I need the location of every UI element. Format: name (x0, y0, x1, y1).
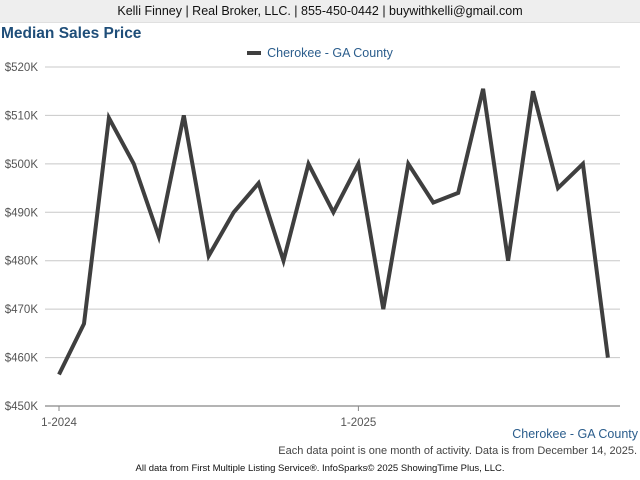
y-tick-label: $470K (5, 304, 39, 316)
contact-banner: Kelli Finney | Real Broker, LLC. | 855-4… (0, 0, 640, 23)
data-point[interactable] (229, 207, 239, 217)
y-tick-label: $450K (5, 401, 39, 413)
data-point[interactable] (204, 251, 214, 261)
y-tick-label: $520K (5, 62, 39, 74)
legend-series-label: Cherokee - GA County (267, 46, 393, 60)
y-tick-label: $490K (5, 207, 39, 219)
y-tick-label: $510K (5, 110, 39, 122)
legend-line-swatch (247, 51, 262, 55)
y-axis-ticks: $450K $460K $470K $480K $490K $500K $510K $520K (5, 62, 39, 413)
y-tick-label: $460K (5, 353, 39, 365)
data-point[interactable] (54, 370, 64, 380)
x-axis-ticks: 1-2024 1-2025 (41, 406, 376, 429)
data-point[interactable] (428, 198, 438, 208)
data-point[interactable] (129, 159, 139, 169)
contact-line: Kelli Finney | Real Broker, LLC. | 855-4… (117, 4, 523, 18)
x-tick-label: 1-2024 (41, 417, 77, 429)
data-point[interactable] (279, 256, 289, 266)
data-point[interactable] (503, 256, 513, 266)
data-point[interactable] (403, 159, 413, 169)
data-point[interactable] (478, 84, 488, 94)
data-point[interactable] (154, 232, 164, 242)
data-point[interactable] (378, 304, 388, 314)
data-point[interactable] (603, 353, 613, 363)
grid-lines (45, 66, 620, 407)
data-point[interactable] (353, 159, 363, 169)
data-point[interactable] (528, 86, 538, 96)
chart-legend[interactable]: Cherokee - GA County (0, 44, 640, 62)
data-point[interactable] (79, 319, 89, 329)
data-point[interactable] (254, 178, 264, 188)
data-point[interactable] (179, 110, 189, 120)
line-chart: $450K $460K $470K $480K $490K $500K $510K $520K… (5, 62, 620, 429)
data-point[interactable] (553, 183, 563, 193)
footer-credit: All data from First Multiple Listing Ser… (135, 463, 505, 474)
data-point[interactable] (578, 159, 588, 169)
data-point[interactable] (304, 159, 314, 169)
data-point[interactable] (104, 113, 114, 123)
region-label[interactable]: Cherokee - GA County (512, 427, 638, 441)
y-tick-label: $500K (5, 159, 39, 171)
data-point[interactable] (328, 207, 338, 217)
x-tick-label: 1-2025 (340, 417, 376, 429)
series-line (57, 88, 610, 376)
data-note: Each data point is one month of activity… (278, 445, 637, 457)
y-tick-label: $480K (5, 256, 39, 268)
chart-title: Median Sales Price (1, 25, 142, 42)
data-point[interactable] (453, 188, 463, 198)
series-layer (54, 84, 613, 380)
